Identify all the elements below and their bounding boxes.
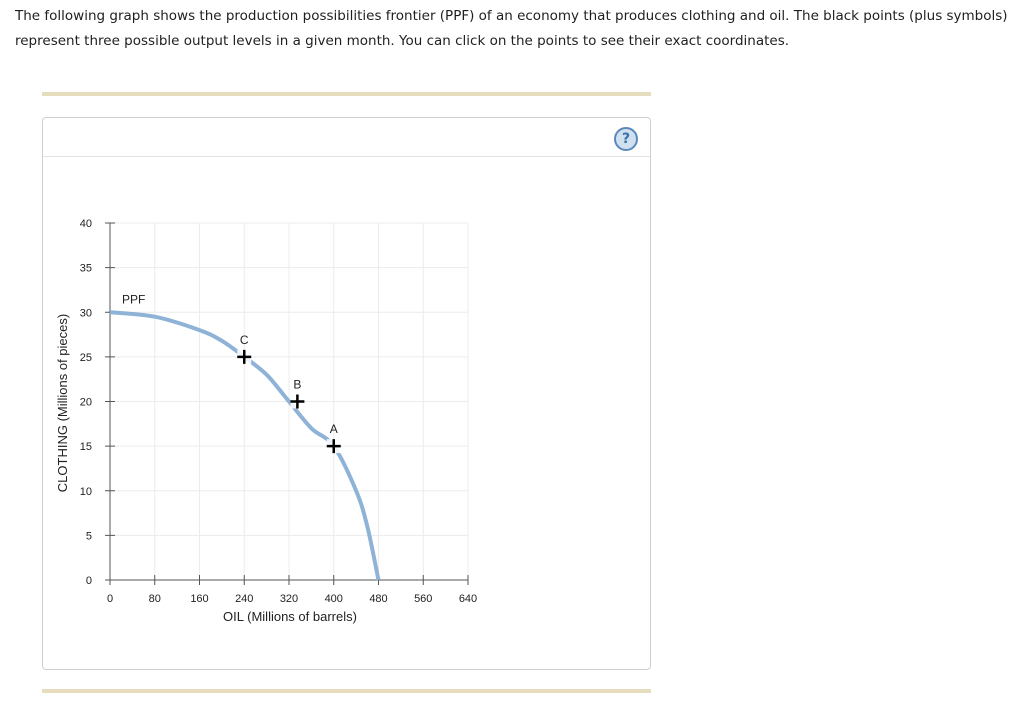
question-text: The following graph shows the production… <box>15 8 1008 49</box>
point-a[interactable]: A <box>326 422 341 454</box>
ppf-curve <box>109 310 381 581</box>
y-tick-label: 25 <box>80 352 92 364</box>
y-tick-label: 20 <box>80 397 92 409</box>
point-label: B <box>293 378 301 392</box>
graph-panel: ? <box>42 117 651 670</box>
y-tick-label: 30 <box>80 307 92 319</box>
x-tick-label: 560 <box>414 593 432 605</box>
bottom-divider <box>42 689 651 693</box>
y-tick-label: 5 <box>86 530 92 542</box>
point-c[interactable]: C <box>237 333 252 364</box>
help-icon[interactable]: ? <box>614 127 638 151</box>
x-axis-label: OIL (Millions of barrels) <box>223 609 357 624</box>
x-tick-label: 160 <box>190 593 208 605</box>
y-tick-label: 35 <box>80 263 92 275</box>
x-tick-label: 480 <box>369 593 387 605</box>
x-tick-label: 400 <box>325 593 343 605</box>
point-label: A <box>330 422 338 436</box>
series-label-ppf: PPF <box>122 292 145 306</box>
x-tick-label: 320 <box>280 593 298 605</box>
x-tick-label: 240 <box>235 593 253 605</box>
x-tick-label: 0 <box>107 593 113 605</box>
top-divider <box>42 92 651 96</box>
panel-header-divider <box>43 156 650 157</box>
y-tick-label: 0 <box>86 575 92 587</box>
point-b[interactable]: B <box>290 378 305 409</box>
point-label: C <box>240 333 249 347</box>
y-tick-label: 40 <box>80 218 92 230</box>
y-tick-label: 10 <box>80 486 92 498</box>
y-axis-label: CLOTHING (Millions of pieces) <box>55 314 70 492</box>
x-tick-label: 640 <box>459 593 477 605</box>
y-tick-label: 15 <box>80 441 92 453</box>
x-tick-label: 80 <box>149 593 161 605</box>
